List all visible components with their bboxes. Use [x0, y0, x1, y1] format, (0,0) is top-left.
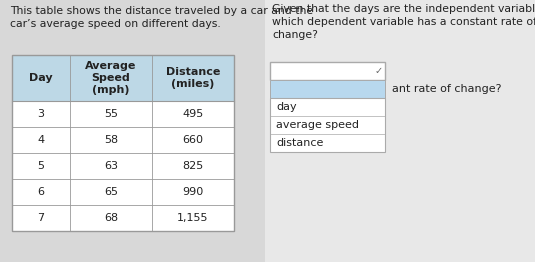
Bar — [12, 127, 234, 153]
Bar — [12, 55, 234, 101]
Text: Average
Speed
(mph): Average Speed (mph) — [85, 61, 136, 95]
Text: 660: 660 — [182, 135, 203, 145]
Text: ✓: ✓ — [375, 66, 383, 76]
Bar — [12, 153, 234, 179]
Text: 4: 4 — [37, 135, 44, 145]
Bar — [270, 98, 385, 152]
Text: 3: 3 — [37, 109, 44, 119]
Text: ant rate of change?: ant rate of change? — [392, 84, 501, 94]
Text: 58: 58 — [104, 135, 118, 145]
Text: 65: 65 — [104, 187, 118, 197]
Text: 7: 7 — [37, 213, 44, 223]
Bar — [270, 116, 385, 134]
Bar — [270, 134, 385, 152]
Text: 63: 63 — [104, 161, 118, 171]
Text: 55: 55 — [104, 109, 118, 119]
Text: 495: 495 — [182, 109, 204, 119]
Bar — [12, 179, 234, 205]
Text: This table shows the distance traveled by a car and the
car’s average speed on d: This table shows the distance traveled b… — [10, 6, 313, 29]
Bar — [12, 205, 234, 231]
Bar — [12, 101, 234, 127]
Bar — [270, 80, 385, 98]
Bar — [265, 0, 535, 262]
Text: 825: 825 — [182, 161, 204, 171]
Text: average speed: average speed — [276, 120, 359, 130]
Bar — [12, 55, 234, 231]
Bar — [270, 98, 385, 116]
Text: 6: 6 — [37, 187, 44, 197]
Text: 68: 68 — [104, 213, 118, 223]
Text: day: day — [276, 102, 296, 112]
Text: 5: 5 — [37, 161, 44, 171]
Text: 990: 990 — [182, 187, 204, 197]
Text: 1,155: 1,155 — [177, 213, 209, 223]
Text: distance: distance — [276, 138, 323, 148]
Text: Day: Day — [29, 73, 53, 83]
Text: Given that the days are the independent variable,
which dependent variable has a: Given that the days are the independent … — [272, 4, 535, 40]
Bar — [270, 62, 385, 80]
Text: Distance
(miles): Distance (miles) — [166, 67, 220, 89]
Bar — [270, 80, 385, 98]
